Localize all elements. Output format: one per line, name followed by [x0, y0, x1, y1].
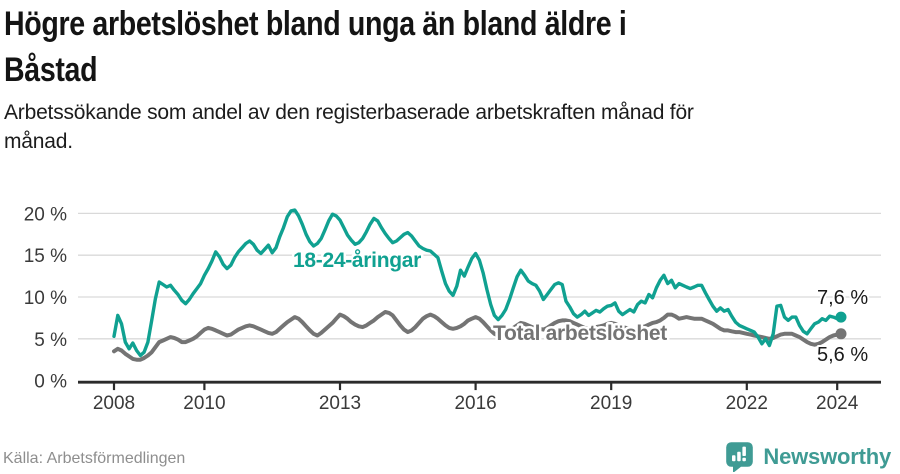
chart-subtitle-line-1: Arbetssökande som andel av den registerb… — [4, 101, 694, 124]
chart-title: Högre arbetslöshet bland unga än bland ä… — [4, 1, 844, 93]
youth-series-line — [112, 208, 843, 358]
x-axis-label: 2019 — [590, 393, 632, 414]
chart-title-line-1: Högre arbetslöshet bland unga än bland ä… — [4, 5, 627, 43]
total-series-label: Total arbetslöshet — [493, 322, 667, 345]
youth-series-label: 18-24-åringar — [293, 249, 421, 272]
newsworthy-icon — [726, 442, 754, 472]
y-axis-label: 0 % — [34, 372, 67, 393]
chart-subtitle-line-2: månad. — [4, 130, 73, 153]
x-axis-label: 2016 — [454, 393, 496, 414]
y-axis-label: 5 % — [34, 330, 67, 351]
x-axis-label: 2010 — [183, 393, 225, 414]
x-axis-label: 2013 — [319, 393, 361, 414]
total-end-value-label: 5,6 % — [817, 344, 868, 366]
y-axis-label: 15 % — [24, 246, 67, 267]
y-axis-label: 10 % — [24, 288, 67, 309]
newsworthy-logo-text: Newsworthy — [763, 443, 891, 469]
youth-end-dot — [835, 311, 847, 323]
x-axis-label: 2024 — [816, 393, 859, 414]
total-end-dot — [835, 328, 847, 340]
x-axis-label: 2022 — [726, 393, 768, 414]
source-note: Källa: Arbetsförmedlingen — [3, 450, 186, 467]
y-axis-label: 20 % — [24, 204, 67, 225]
x-axis-label: 2008 — [93, 393, 135, 414]
youth-end-value-label: 7,6 % — [817, 287, 868, 309]
total-series-line — [112, 310, 843, 362]
chart-title-line-2: Båstad — [4, 51, 98, 89]
chart-subtitle: Arbetssökande som andel av den registerb… — [4, 98, 694, 156]
newsworthy-logo: Newsworthy — [725, 441, 891, 472]
